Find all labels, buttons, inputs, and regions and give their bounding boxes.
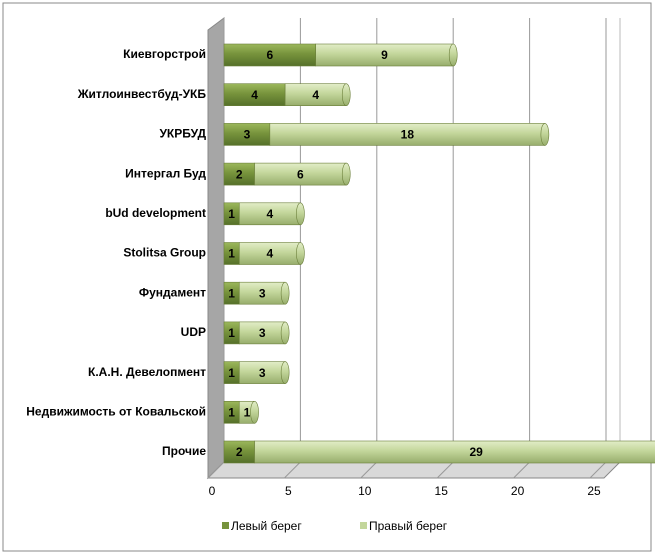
data-label: 1 bbox=[228, 326, 235, 340]
bar-cap bbox=[341, 162, 351, 186]
data-label: 4 bbox=[312, 88, 319, 102]
data-label: 4 bbox=[266, 207, 273, 221]
data-label: 1 bbox=[228, 247, 235, 261]
legend-swatch bbox=[222, 522, 229, 529]
data-label: 1 bbox=[228, 207, 235, 221]
category-label: Прочие bbox=[162, 444, 206, 458]
legend-label: Правый берег bbox=[369, 519, 448, 533]
grid-line-floor bbox=[207, 461, 225, 479]
bar-cap bbox=[540, 123, 550, 146]
data-label: 6 bbox=[266, 48, 273, 62]
data-label: 1 bbox=[244, 405, 251, 419]
legend-swatch bbox=[360, 522, 367, 529]
data-label: 1 bbox=[228, 405, 235, 419]
data-label: 1 bbox=[228, 286, 235, 300]
category-label: Интергал Буд bbox=[125, 166, 206, 180]
category-label: УКРБУД bbox=[159, 127, 206, 141]
grid-line-floor bbox=[589, 461, 607, 479]
category-label: Stolitsa Group bbox=[123, 246, 206, 260]
bar-segment bbox=[254, 440, 655, 464]
data-label: 4 bbox=[251, 88, 258, 102]
data-label: 18 bbox=[401, 128, 415, 142]
data-label: 3 bbox=[244, 128, 251, 142]
category-label: К.А.Н. Девелопмент bbox=[88, 365, 206, 379]
category-label: Житлоинвестбуд-УКБ bbox=[77, 87, 207, 101]
grid-line-floor bbox=[284, 461, 301, 479]
bar-cap bbox=[341, 83, 351, 106]
category-label: bUd development bbox=[105, 206, 206, 220]
bar-cap bbox=[280, 321, 290, 345]
grid-line-floor bbox=[513, 461, 530, 479]
x-tick-label: 25 bbox=[587, 484, 601, 498]
data-label: 2 bbox=[236, 445, 243, 459]
data-label: 3 bbox=[259, 286, 266, 300]
legend-label: Левый берег bbox=[231, 519, 302, 533]
category-label: Фундамент bbox=[139, 285, 206, 299]
side-wall bbox=[207, 17, 225, 480]
x-tick-label: 20 bbox=[511, 484, 525, 498]
data-label: 2 bbox=[236, 167, 243, 181]
x-tick-label: 10 bbox=[358, 484, 372, 498]
data-label: 29 bbox=[469, 445, 483, 459]
grid-line-floor bbox=[436, 461, 454, 479]
grid-line-floor bbox=[360, 461, 378, 479]
x-tick-label: 0 bbox=[209, 484, 216, 498]
category-label: UDP bbox=[181, 325, 206, 339]
bar-cap bbox=[280, 361, 290, 384]
bar-cap bbox=[296, 242, 305, 265]
x-tick-label: 15 bbox=[435, 484, 449, 498]
bar-cap bbox=[296, 202, 305, 226]
data-label: 3 bbox=[259, 366, 266, 380]
bar-cap bbox=[280, 281, 290, 305]
category-label: Киевгорстрой bbox=[123, 47, 206, 61]
bar-cap bbox=[448, 43, 458, 67]
category-label: Недвижимость от Ковальской bbox=[26, 404, 206, 418]
x-tick-label: 5 bbox=[285, 484, 292, 498]
bar-cap bbox=[250, 400, 259, 424]
data-label: 4 bbox=[266, 247, 273, 261]
data-label: 3 bbox=[259, 326, 266, 340]
data-label: 6 bbox=[297, 167, 304, 181]
floor bbox=[206, 461, 622, 479]
data-label: 1 bbox=[228, 366, 235, 380]
data-label: 9 bbox=[381, 48, 388, 62]
